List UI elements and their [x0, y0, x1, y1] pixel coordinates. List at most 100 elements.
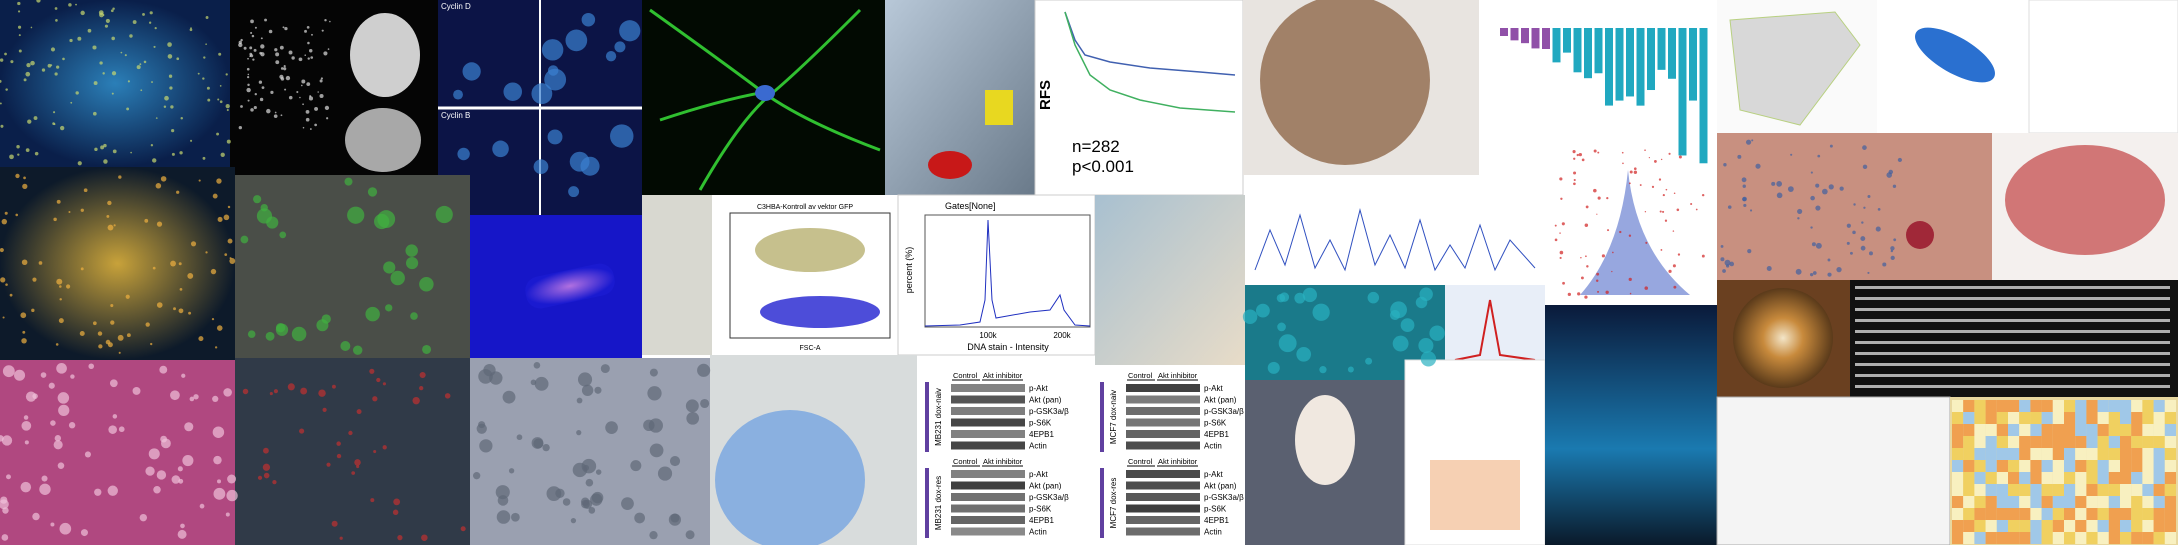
speck — [238, 125, 243, 130]
speck — [1585, 205, 1589, 209]
speck — [30, 60, 35, 66]
speck — [142, 12, 145, 16]
speck — [308, 96, 314, 101]
speck — [302, 103, 304, 106]
speck — [34, 151, 39, 156]
speck — [621, 497, 634, 510]
blot-row-label: p-S6K — [1029, 419, 1052, 428]
yellow-bin — [985, 90, 1013, 125]
heatmap-cell — [2008, 520, 2020, 532]
heatmap-cell — [1996, 400, 2008, 412]
speck — [1622, 162, 1624, 165]
speck — [657, 466, 673, 481]
blot-name: MB231 dox-res — [934, 476, 943, 530]
speck — [496, 510, 511, 524]
speck — [1567, 292, 1571, 296]
speck — [103, 143, 107, 148]
speck — [50, 420, 56, 426]
speck — [155, 183, 162, 189]
speck — [319, 79, 323, 83]
speck — [17, 10, 21, 13]
speck — [176, 57, 180, 61]
speck — [1678, 155, 1682, 159]
speck — [105, 339, 111, 345]
heatmap-cell — [2142, 436, 2154, 448]
speck — [80, 10, 85, 16]
speck — [129, 34, 133, 38]
speck — [331, 384, 336, 389]
speck — [20, 481, 32, 493]
speck — [1644, 286, 1648, 290]
heatmap-cell — [1952, 484, 1964, 496]
dish — [1733, 288, 1833, 388]
glove — [715, 410, 865, 545]
blot-band — [951, 418, 1025, 427]
heatmap-cell — [2086, 532, 2098, 544]
speck — [10, 60, 14, 64]
speck — [1585, 255, 1587, 258]
speck — [168, 74, 173, 78]
speck — [53, 217, 57, 222]
blot-header: Akt inhibitor — [1158, 457, 1198, 466]
scatter-cloud — [1915, 27, 1995, 83]
speck — [1742, 184, 1746, 188]
speck — [223, 214, 230, 221]
speck — [377, 210, 396, 229]
heatmap-cell — [1985, 400, 1997, 412]
heatmap-cell — [1963, 520, 1975, 532]
speck — [511, 512, 520, 522]
heatmap-cell — [2030, 496, 2042, 508]
speck — [50, 47, 56, 52]
heatmap-cell — [1985, 472, 1997, 484]
speck — [1695, 208, 1698, 211]
speck — [54, 72, 58, 76]
speck — [1578, 152, 1582, 157]
speck — [1849, 251, 1853, 255]
speck — [649, 531, 658, 540]
heatmap-cell — [1974, 412, 1986, 424]
speck — [107, 224, 114, 231]
heatmap-cell — [2108, 532, 2120, 544]
speck — [18, 34, 21, 37]
speck — [288, 50, 293, 55]
speck — [1723, 163, 1727, 167]
speck — [155, 117, 158, 119]
blot-band — [1126, 418, 1200, 427]
speck — [508, 468, 515, 474]
speck — [600, 364, 610, 374]
speck — [160, 176, 167, 182]
histogram-frame — [924, 214, 1091, 328]
speck — [211, 317, 215, 321]
speck — [373, 450, 377, 454]
speck — [1877, 208, 1881, 211]
speck — [98, 344, 103, 349]
speck — [1797, 217, 1800, 220]
speck — [57, 462, 65, 469]
speck — [302, 126, 305, 129]
waterfall-bar — [1668, 28, 1676, 79]
heatmap-cell — [1985, 496, 1997, 508]
speck — [229, 257, 232, 260]
speck — [1742, 196, 1747, 202]
speck — [1862, 164, 1868, 170]
speck — [1815, 183, 1820, 188]
speck — [1727, 205, 1732, 209]
speck — [1776, 192, 1783, 199]
blot-row-label: p-Akt — [1029, 384, 1048, 393]
speck — [139, 63, 142, 66]
heatmap-cell — [2142, 508, 2154, 520]
speck — [274, 48, 278, 52]
speck — [1722, 269, 1726, 273]
speck — [314, 106, 319, 111]
speck — [18, 49, 22, 53]
speck — [112, 149, 117, 154]
heatmap-cell — [1985, 520, 1997, 532]
speck — [130, 151, 132, 154]
speck — [273, 114, 278, 119]
speck — [279, 45, 284, 50]
heatmap-cell — [1963, 484, 1975, 496]
speck — [317, 91, 319, 93]
heatmap-cell — [1963, 400, 1975, 412]
speck — [1809, 273, 1814, 277]
speck — [435, 205, 453, 224]
